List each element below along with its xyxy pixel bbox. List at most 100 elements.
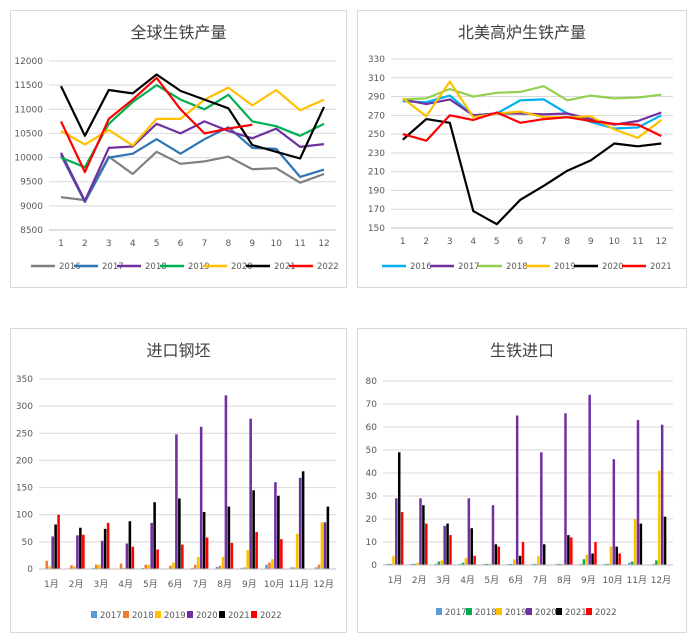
bar-2018 [558,563,561,565]
y-tick-label: 8500 [20,226,43,236]
legend-label: 2018 [506,262,528,272]
x-tick-label: 4 [470,237,476,247]
chart-title: 进口钢坯 [146,341,211,360]
bar-2019 [633,519,637,565]
legend-label: 2018 [475,608,497,618]
x-tick-label: 11 [294,239,305,249]
legend-label: 2017 [458,262,480,272]
legend-swatch [123,611,129,618]
legend-label: 2020 [196,611,218,621]
legend-swatch [436,608,442,615]
legend-swatch [251,611,257,618]
bar-2017 [603,563,607,565]
x-tick-label: 4月 [118,579,133,590]
bar-2022 [106,522,110,569]
bar-2019 [392,555,395,565]
bar-2022 [400,512,404,565]
y-tick-label: 11500 [14,81,43,91]
bar-2020 [636,420,640,565]
panel-global-pig-iron: 全球生铁产量 8500 9000 9500 10000 10500 11000 11500 1… [10,10,347,288]
bar-2018 [94,564,98,569]
legend-swatch [556,608,562,615]
bar-2019 [320,522,324,569]
bar-2022 [425,523,428,565]
legend-swatch [155,611,161,618]
bar-2017 [141,567,145,569]
x-tick-labels: 1月 2月 3月 4月 5月 6月 7月 8月 9月 10月 11月 12月 [388,575,671,586]
y-tick-label: 310 [368,74,385,84]
legend: 2017 2018 2019 2020 2021 2022 [436,608,617,618]
bar-2020 [298,477,302,569]
bar-2020 [564,413,567,565]
legend-swatch [526,608,532,615]
x-tick-label: 8月 [557,575,572,586]
x-tick-label: 7 [202,239,208,249]
x-tick-label: 9 [249,239,255,249]
legend-label: 2017 [100,611,122,621]
bar-2021 [227,506,231,569]
bar-2018 [389,563,392,565]
bar-2020 [76,535,79,569]
y-tick-label: 250 [368,130,385,140]
bar-2022 [230,542,234,569]
y-tick-label: 50 [22,538,34,548]
y-tick-label: 70 [366,400,378,410]
bar-2021 [178,498,181,569]
series-line-2020 [402,117,662,226]
bar-2022 [449,535,452,565]
legend-swatch [91,611,97,618]
bar-2020 [150,522,153,569]
bar-2020 [51,536,54,569]
bar-2019 [585,554,589,565]
y-tick-label: 10000 [14,154,43,164]
x-tick-label: 11月 [289,579,309,590]
x-tick-label: 3月 [94,579,109,590]
bar-2020 [323,522,327,569]
y-tick-label: 300 [16,402,33,412]
series-line-2019 [402,80,662,140]
x-tick-label: 8 [226,239,232,249]
chart-pig-iron-import: 0 10 20 30 40 50 60 70 80 1月 2月 3月 4月 5月 6月 7月 8月 9月 10月 11… [366,377,673,618]
bar-2018 [218,565,222,569]
bar-2020 [660,424,664,565]
bar-2018 [606,563,610,565]
bar-2018 [655,560,658,565]
x-tick-label: 1月 [44,579,59,590]
y-tick-label: 190 [368,186,385,196]
y-tick-label: 0 [27,565,33,575]
legend-swatch [187,611,193,618]
bar-2020 [491,505,495,565]
bar-2017 [265,564,268,569]
y-tick-label: 40 [366,469,378,479]
bar-2017 [628,562,631,565]
y-tick-label: 0 [371,561,377,571]
bar-2021 [542,544,546,565]
bar-2017 [386,563,389,565]
bar-2018 [317,564,321,569]
y-tick-label: 230 [368,149,385,159]
bar-2022 [57,514,60,569]
bar-2021 [470,528,473,565]
bar-2022 [618,553,621,565]
panel-pig-iron-import: 生铁进口 0 10 20 30 40 50 60 70 80 1月 2月 3月 4月 5月 6月 7月 8月 9月… [357,328,687,633]
legend-label: 2020 [231,262,253,272]
bar-2019 [73,566,76,569]
bar-2018 [582,559,586,565]
bar-2018 [534,563,537,565]
legend-label: 2016 [410,262,432,272]
bar-2020 [125,543,129,569]
y-tick-label: 200 [16,456,33,466]
x-tick-label: 2 [423,237,429,247]
y-tick-label: 50 [366,446,378,456]
bar-2021 [54,524,57,569]
bar-2021 [567,535,570,565]
legend-label: 2020 [535,608,557,618]
y-tick-label: 80 [366,377,378,387]
y-tick-label: 350 [16,375,33,385]
x-tick-label: 3 [106,239,112,249]
bar-2020 [395,498,398,565]
x-tick-label: 5 [154,239,160,249]
bar-2020 [515,415,519,565]
x-tick-labels: 1月 2月 3月 4月 5月 6月 7月 8月 9月 10月 11月 12月 [44,579,334,590]
